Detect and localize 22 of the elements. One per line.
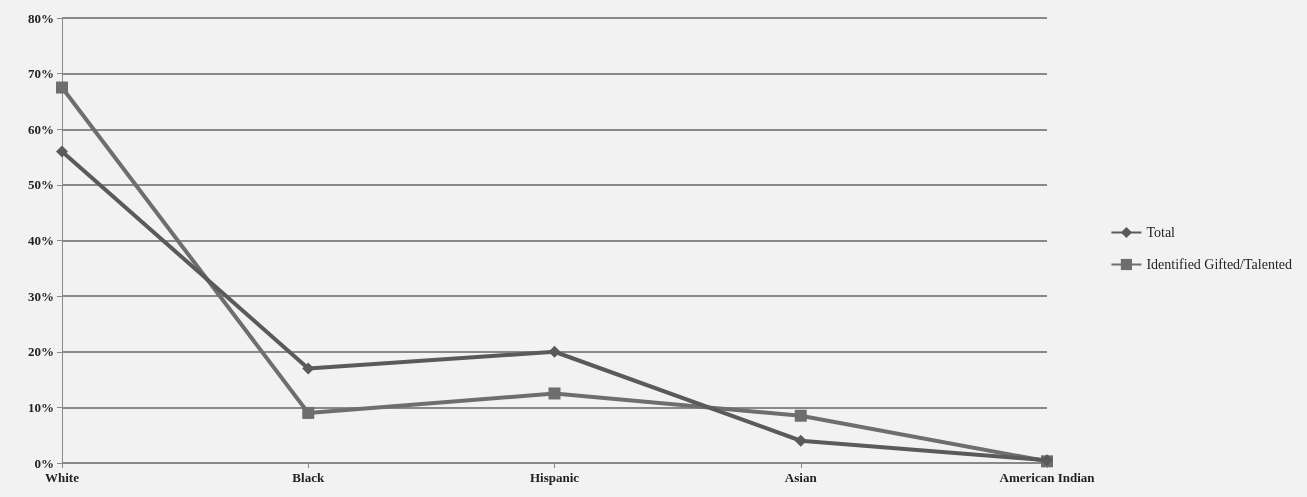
y-tick-label: 80%: [28, 10, 54, 26]
point: [794, 409, 807, 422]
legend-label: Total: [1146, 225, 1176, 240]
y-tick-label: 70%: [28, 66, 54, 82]
legend-label: Identified Gifted/Talented: [1146, 257, 1293, 272]
y-tick-label: 50%: [28, 177, 54, 193]
y-tick-label: 30%: [28, 288, 54, 304]
point: [302, 406, 315, 419]
x-tick-label: Hispanic: [529, 470, 580, 485]
x-tick-label: Asian: [784, 470, 818, 485]
y-tick-label: 40%: [28, 233, 54, 248]
y-tick-label: 60%: [28, 121, 54, 137]
point: [56, 145, 68, 158]
x-tick-label: White: [45, 470, 80, 485]
x-tick-label: American Indian: [999, 470, 1096, 485]
x-tick-label: Black: [292, 470, 325, 485]
y-tick-label: 10%: [28, 399, 54, 415]
point: [548, 387, 561, 400]
point: [794, 434, 807, 447]
point: [56, 81, 68, 94]
y-tick-label: 20%: [28, 344, 54, 360]
y-tick-label: 0%: [34, 455, 54, 471]
